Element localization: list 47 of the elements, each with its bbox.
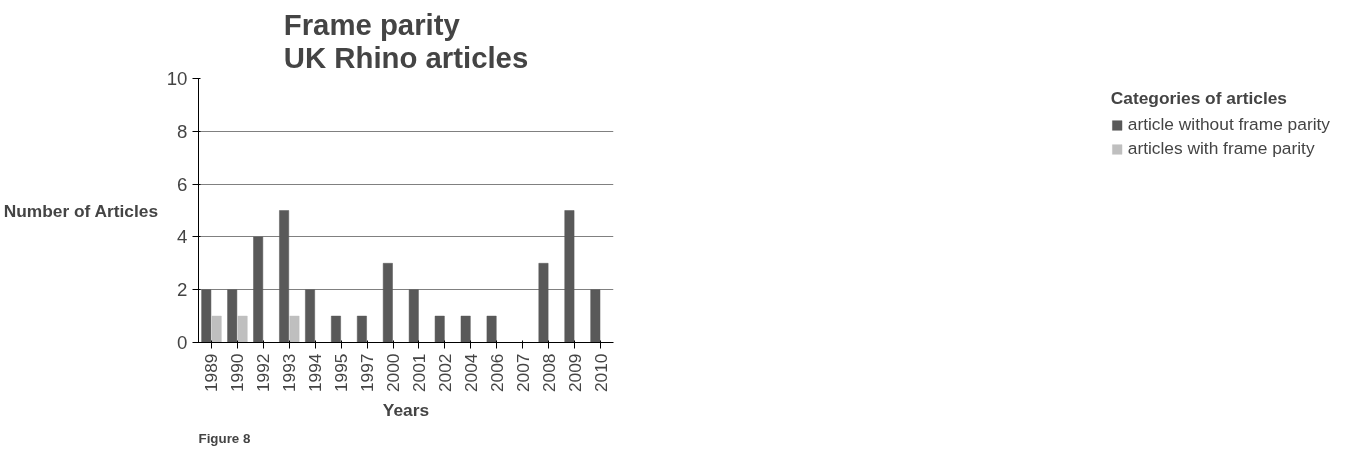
x-tick-label: 2001	[408, 353, 429, 393]
x-tick-label: 2007	[512, 353, 533, 393]
bar	[253, 236, 264, 343]
bar	[237, 315, 248, 343]
x-tick-label: 2008	[538, 353, 559, 393]
bar	[356, 315, 367, 343]
x-tick-label: 2002	[434, 353, 455, 393]
y-tick-label: 0	[177, 332, 188, 353]
bar	[538, 263, 549, 343]
x-axis-title: Years	[382, 400, 430, 421]
chart-title: Frame parity UK Rhino articles	[283, 7, 529, 74]
bar	[564, 210, 575, 343]
x-tick-label: 2006	[486, 353, 507, 393]
x-tick-label: 1993	[279, 353, 300, 393]
bar	[590, 289, 601, 343]
legend-label: articles with frame parity	[1127, 138, 1315, 159]
bar	[331, 315, 341, 343]
bar	[211, 315, 222, 343]
legend-title: Categories of articles	[1110, 88, 1288, 109]
x-tick-label: 1995	[331, 353, 352, 393]
bar	[305, 289, 315, 343]
legend-label: article without frame parity	[1127, 114, 1330, 135]
y-tick-label: 4	[177, 226, 188, 248]
bar	[434, 315, 445, 343]
bar	[279, 210, 290, 343]
x-tick-label: 1997	[357, 353, 378, 393]
bar	[408, 289, 419, 343]
bar	[486, 315, 497, 343]
x-tick-label: 1992	[253, 353, 274, 393]
y-axis-title: Number of Articles	[3, 200, 159, 221]
x-tick-label: 2000	[383, 353, 404, 393]
x-tick-label: 2004	[460, 353, 481, 393]
bar	[460, 315, 471, 343]
y-tick-label: 10	[166, 68, 188, 89]
bar	[382, 263, 393, 343]
x-tick-label: 1994	[305, 353, 326, 393]
y-tick-label: 2	[177, 279, 188, 301]
bar	[227, 289, 238, 343]
y-tick-label: 8	[177, 120, 188, 142]
bar	[289, 315, 300, 343]
x-tick-label: 2009	[564, 353, 585, 393]
x-tick-label: 1990	[227, 353, 248, 393]
y-tick-label: 6	[177, 173, 188, 195]
bar	[201, 289, 212, 343]
caption: Figure 8	[198, 430, 251, 446]
x-tick-label: 2010	[590, 353, 611, 393]
x-tick-label: 1989	[201, 353, 222, 393]
